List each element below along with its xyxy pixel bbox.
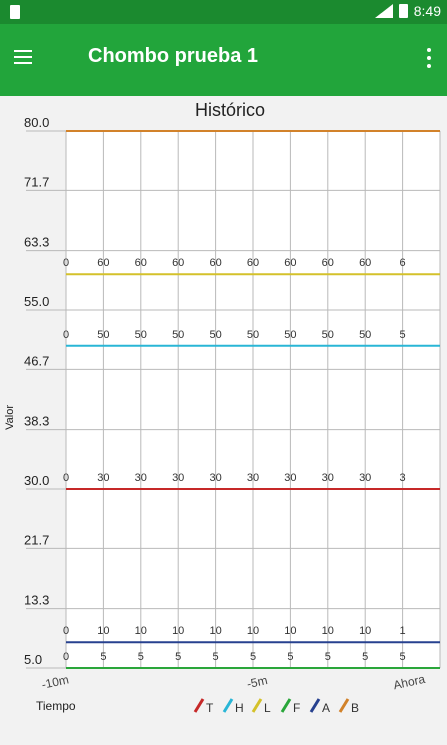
data-label: 5 [325,651,331,663]
y-tick-label: 21.7 [24,532,49,547]
legend-swatch-T [193,698,205,713]
data-label: 10 [359,625,371,637]
legend-label-H: H [235,701,244,715]
data-label: 50 [135,329,147,341]
legend-swatch-B [338,698,350,713]
data-label: 50 [172,329,184,341]
legend-swatch-F [280,698,292,713]
y-axis-label: Valor [4,405,16,430]
data-label: 0 [63,651,69,663]
data-label: 30 [172,472,184,484]
data-label: 5 [250,651,256,663]
overflow-menu-icon[interactable] [427,48,431,68]
chart-area: 5.0 13.3 21.7 30.0 38.3 46.7 55.0 63.3 71.7 80.0 H… [0,96,447,740]
legend-swatch-H [222,698,234,713]
data-label: 30 [247,472,259,484]
legend-label-B: B [351,701,359,715]
app-bar: Chombo prueba 1 [0,24,447,96]
hamburger-menu-icon[interactable] [14,50,32,64]
data-label: 1 [400,625,406,637]
data-label: 3 [400,472,406,484]
data-label: 0 [63,472,69,484]
data-label: 30 [284,472,296,484]
data-label: 5 [100,651,106,663]
status-bar: 8:49 [0,0,447,24]
data-label: 10 [209,625,221,637]
legend-swatch-L [251,698,263,713]
data-label: 5 [175,651,181,663]
data-label: 50 [97,329,109,341]
legend-swatch-A [309,698,321,713]
data-label: 60 [97,257,109,269]
legend-label-L: L [264,701,271,715]
data-label: 10 [247,625,259,637]
chart-title: Histórico [195,100,265,120]
data-label: 60 [322,257,334,269]
x-tick-label: -5m [246,673,269,691]
data-label: 50 [359,329,371,341]
data-label: 0 [63,257,69,269]
y-tick-label: 71.7 [24,174,49,189]
x-axis-label: Tiempo [36,699,76,713]
data-label: 60 [247,257,259,269]
data-label: 50 [209,329,221,341]
data-label: 50 [322,329,334,341]
data-label: 10 [97,625,109,637]
data-label: 50 [284,329,296,341]
data-label: 30 [97,472,109,484]
history-chart: 5.0 13.3 21.7 30.0 38.3 46.7 55.0 63.3 71.7 80.0 H… [4,100,441,715]
data-label: 6 [400,257,406,269]
data-label: 60 [135,257,147,269]
data-label: 10 [284,625,296,637]
data-label: 50 [247,329,259,341]
data-label: 30 [359,472,371,484]
y-tick-label: 46.7 [24,353,49,368]
data-label: 5 [362,651,368,663]
legend-label-T: T [206,701,214,715]
data-label: 0 [63,625,69,637]
data-label: 5 [138,651,144,663]
data-label: 10 [172,625,184,637]
y-tick-label: 38.3 [24,414,49,429]
clock: 8:49 [413,3,441,19]
data-label: 60 [284,257,296,269]
status-right: 8:49 [373,3,441,19]
y-tick-label: 5.0 [24,652,42,667]
app-title: Chombo prueba 1 [88,45,259,67]
data-label: 5 [287,651,293,663]
data-label: 60 [172,257,184,269]
data-label: 10 [135,625,147,637]
data-label: 60 [359,257,371,269]
data-label: 30 [322,472,334,484]
data-label: 10 [322,625,334,637]
battery-icon [398,4,408,18]
y-tick-label: 13.3 [24,593,49,608]
y-tick-label: 30.0 [24,473,49,488]
legend-label-A: A [322,701,330,715]
legend-label-F: F [293,701,300,715]
y-tick-label: 63.3 [24,235,49,250]
x-tick-label: Ahora [392,672,427,692]
y-tick-label: 80.0 [24,115,49,130]
signal-icon [373,4,393,18]
data-label: 5 [400,329,406,341]
data-label: 5 [213,651,219,663]
x-tick-label: -10m [40,672,70,691]
y-tick-label: 55.0 [24,294,49,309]
data-label: 30 [209,472,221,484]
sd-card-icon [10,5,20,19]
data-label: 60 [209,257,221,269]
data-label: 30 [135,472,147,484]
data-label: 5 [400,651,406,663]
data-label: 0 [63,329,69,341]
